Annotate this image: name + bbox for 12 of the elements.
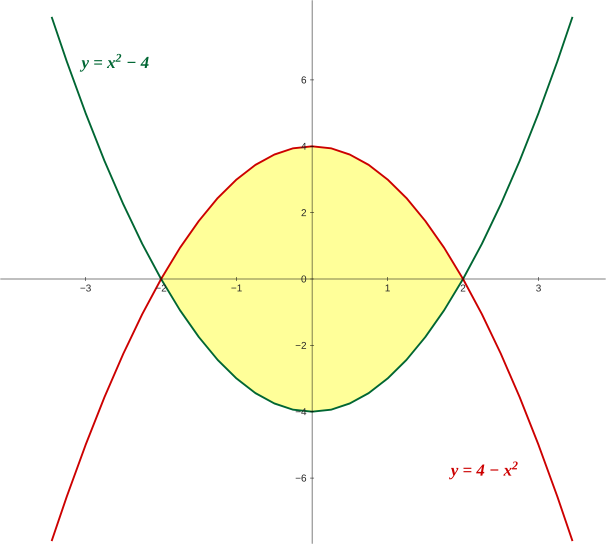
y-tick-label: 6	[302, 76, 306, 84]
series-label: y = 4 − x$^{2}$	[449, 461, 518, 480]
x-tick-label: 2	[460, 284, 466, 292]
x-tick-label: −1	[231, 284, 242, 292]
y-tick-label: 2	[302, 209, 306, 216]
x-tick-label: 1	[386, 284, 390, 292]
y-tick-label: −2	[296, 342, 306, 349]
y-tick-label: −6	[296, 474, 306, 482]
series-label: y = x$^{2}$ − 4	[80, 54, 149, 72]
y-tick-label: 4	[301, 142, 306, 150]
x-tick-label: 3	[536, 284, 541, 292]
x-tick-label: −3	[80, 284, 91, 292]
